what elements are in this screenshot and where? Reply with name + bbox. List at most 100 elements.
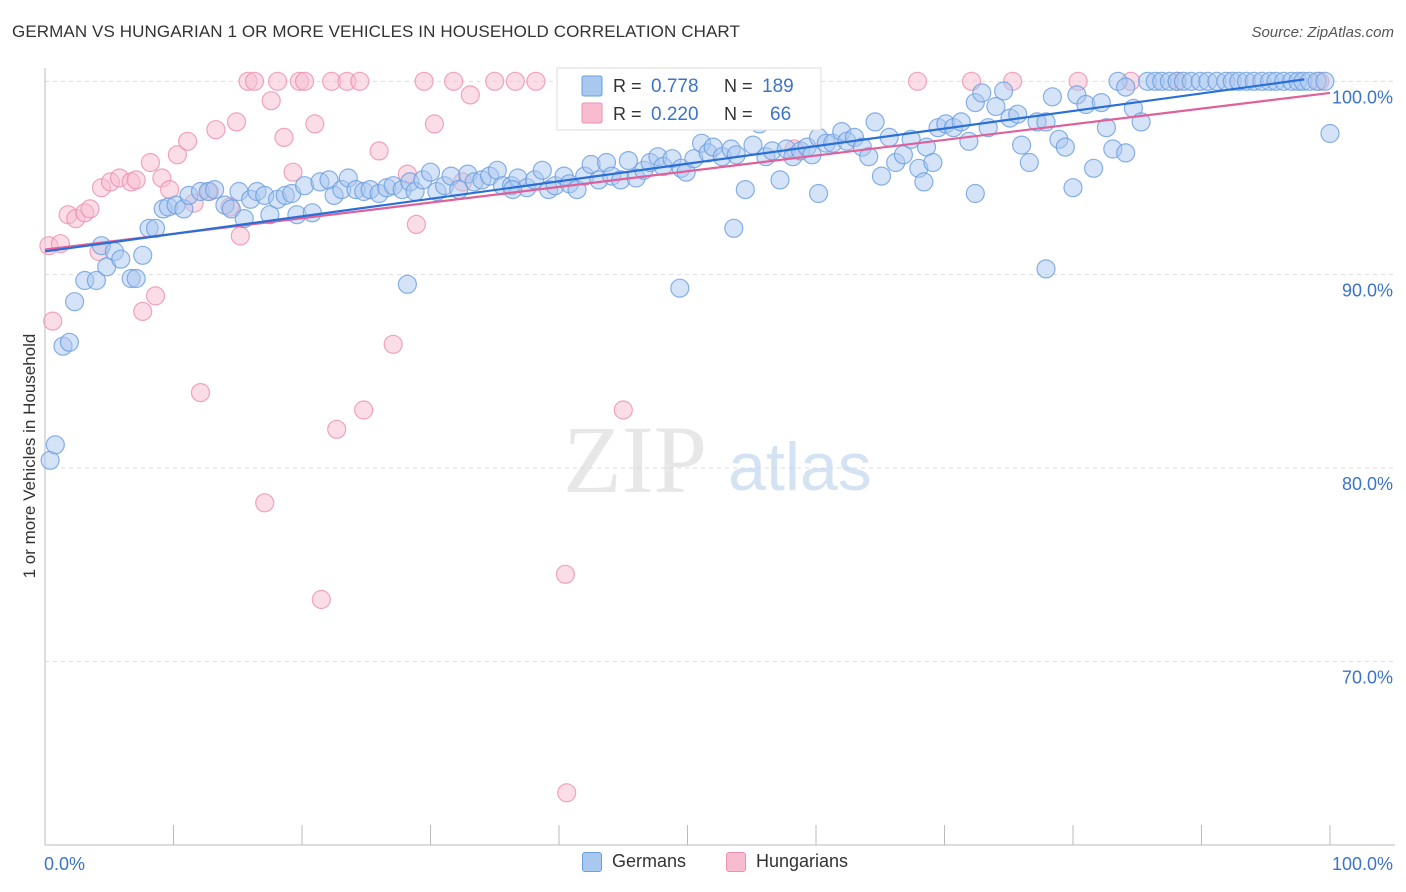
chart-title: GERMAN VS HUNGARIAN 1 OR MORE VEHICLES I… [12, 22, 740, 41]
germans-point-95 [726, 145, 746, 165]
hungarians-point-15 [145, 286, 166, 306]
germans-point-132 [986, 96, 1006, 117]
hungarians-point-25 [226, 112, 247, 132]
y-tick-label-1: 90.0% [1342, 281, 1393, 301]
germans-point-179 [1320, 123, 1340, 144]
hungarians-point-18 [167, 145, 187, 165]
hungarians-point-42 [354, 400, 374, 420]
legend-swatch-hungarians [581, 102, 603, 124]
trend-lines [44, 78, 1331, 253]
axes [44, 68, 1395, 846]
germans-point-53 [420, 162, 441, 182]
germans-point-114 [859, 147, 879, 167]
germans-point-115 [865, 112, 885, 132]
legend-r-label-germans: R = [613, 76, 642, 96]
germans-point-130 [972, 83, 992, 103]
legend-label-hungarians: Hungarians [756, 851, 849, 871]
legend-n-label-germans: N = [724, 76, 753, 96]
legend-item-hungarians: Hungarians [726, 851, 848, 872]
hungarians-point-43 [369, 141, 389, 161]
watermark: ZIP atlas [563, 406, 872, 513]
germans-point-133 [993, 81, 1014, 101]
hungarians-point-54 [526, 71, 546, 91]
germans-point-10 [111, 249, 131, 269]
hungarians-point-31 [268, 71, 288, 91]
y-tick-label-2: 80.0% [1342, 474, 1393, 494]
hungarians-point-53 [505, 71, 525, 91]
hungarians-point-21 [190, 383, 211, 403]
germans-point-183 [965, 183, 985, 204]
series-germans-points [40, 71, 1340, 470]
germans-point-12 [126, 268, 146, 289]
watermark-atlas: atlas [728, 429, 872, 505]
germans-trend-line [44, 78, 1305, 253]
hungarians-point-12 [126, 170, 146, 190]
germans-point-136 [1011, 135, 1032, 155]
germans-point-25 [221, 199, 241, 219]
germans-point-1 [45, 435, 65, 455]
source-label: Source: ZipAtlas.com [1251, 24, 1394, 41]
hungarians-point-32 [274, 127, 294, 147]
hungarians-point-46 [406, 214, 426, 234]
germans-point-4 [64, 292, 85, 312]
hungarians-trend-line [44, 91, 1331, 251]
germans-point-187 [670, 278, 690, 298]
hungarians-point-52 [485, 71, 505, 91]
germans-point-181 [397, 274, 417, 294]
germans-point-23 [205, 180, 225, 200]
legend-swatch-germans-bottom [582, 851, 602, 872]
germans-point-140 [1042, 87, 1063, 107]
germans-point-68 [532, 160, 552, 180]
legend-n-label-hungarians: N = [724, 104, 753, 124]
germans-point-128 [959, 131, 979, 151]
legend-swatch-germans [581, 75, 603, 97]
hungarians-point-37 [311, 589, 331, 610]
hungarians-point-48 [424, 114, 444, 134]
hungarians-point-23 [206, 120, 226, 140]
germans-point-180 [503, 180, 523, 200]
x-tick-label-0: 0.0% [44, 854, 85, 874]
hungarians-point-35 [295, 71, 315, 91]
germans-point-6 [86, 270, 107, 291]
hungarians-point-57 [613, 400, 633, 420]
germans-point-137 [1019, 152, 1039, 173]
germans-point-123 [923, 152, 943, 173]
germans-point-116 [871, 166, 892, 186]
germans-point-186 [808, 183, 829, 204]
hungarians-point-41 [350, 71, 370, 91]
hungarians-point-29 [255, 493, 275, 513]
legend-n-value-germans: 189 [762, 76, 794, 97]
hungarians-point-30 [261, 91, 281, 111]
y-tick-label-3: 70.0% [1342, 667, 1393, 687]
germans-point-142 [1055, 137, 1075, 157]
hungarians-point-6 [80, 199, 100, 219]
tick-labels: 100.0% 90.0% 80.0% 70.0% 0.0% 100.0% [44, 87, 1393, 874]
hungarians-point-33 [283, 162, 303, 182]
hungarians-point-19 [178, 131, 198, 151]
legend-r-value-germans: 0.778 [651, 76, 699, 97]
legend-bottom: Germans Hungarians [0, 851, 1406, 881]
germans-point-151 [1116, 77, 1136, 97]
legend-swatch-hungarians-bottom [726, 851, 746, 872]
hungarians-point-1 [43, 311, 63, 331]
hungarians-point-14 [140, 152, 160, 173]
hungarians-point-49 [444, 71, 464, 91]
hungarians-point-44 [383, 334, 403, 354]
hungarians-point-58 [907, 71, 928, 91]
germans-point-13 [133, 245, 153, 265]
germans-point-96 [735, 180, 755, 200]
legend-top: R = 0.778 N = 189 R = 0.220 N = 66 [556, 67, 822, 131]
y-tick-label-0: 100.0% [1332, 87, 1393, 107]
germans-point-37 [302, 203, 322, 223]
hungarians-point-36 [305, 114, 325, 134]
germans-point-143 [1063, 178, 1083, 198]
hungarians-point-51 [460, 85, 480, 105]
hungarians-point-26 [230, 226, 250, 246]
hungarians-point-55 [555, 564, 576, 584]
hungarians-point-28 [244, 71, 265, 91]
germans-point-146 [1083, 158, 1104, 178]
legend-r-label-hungarians: R = [613, 104, 642, 124]
germans-point-185 [914, 172, 934, 192]
legend-label-germans: Germans [612, 851, 687, 871]
